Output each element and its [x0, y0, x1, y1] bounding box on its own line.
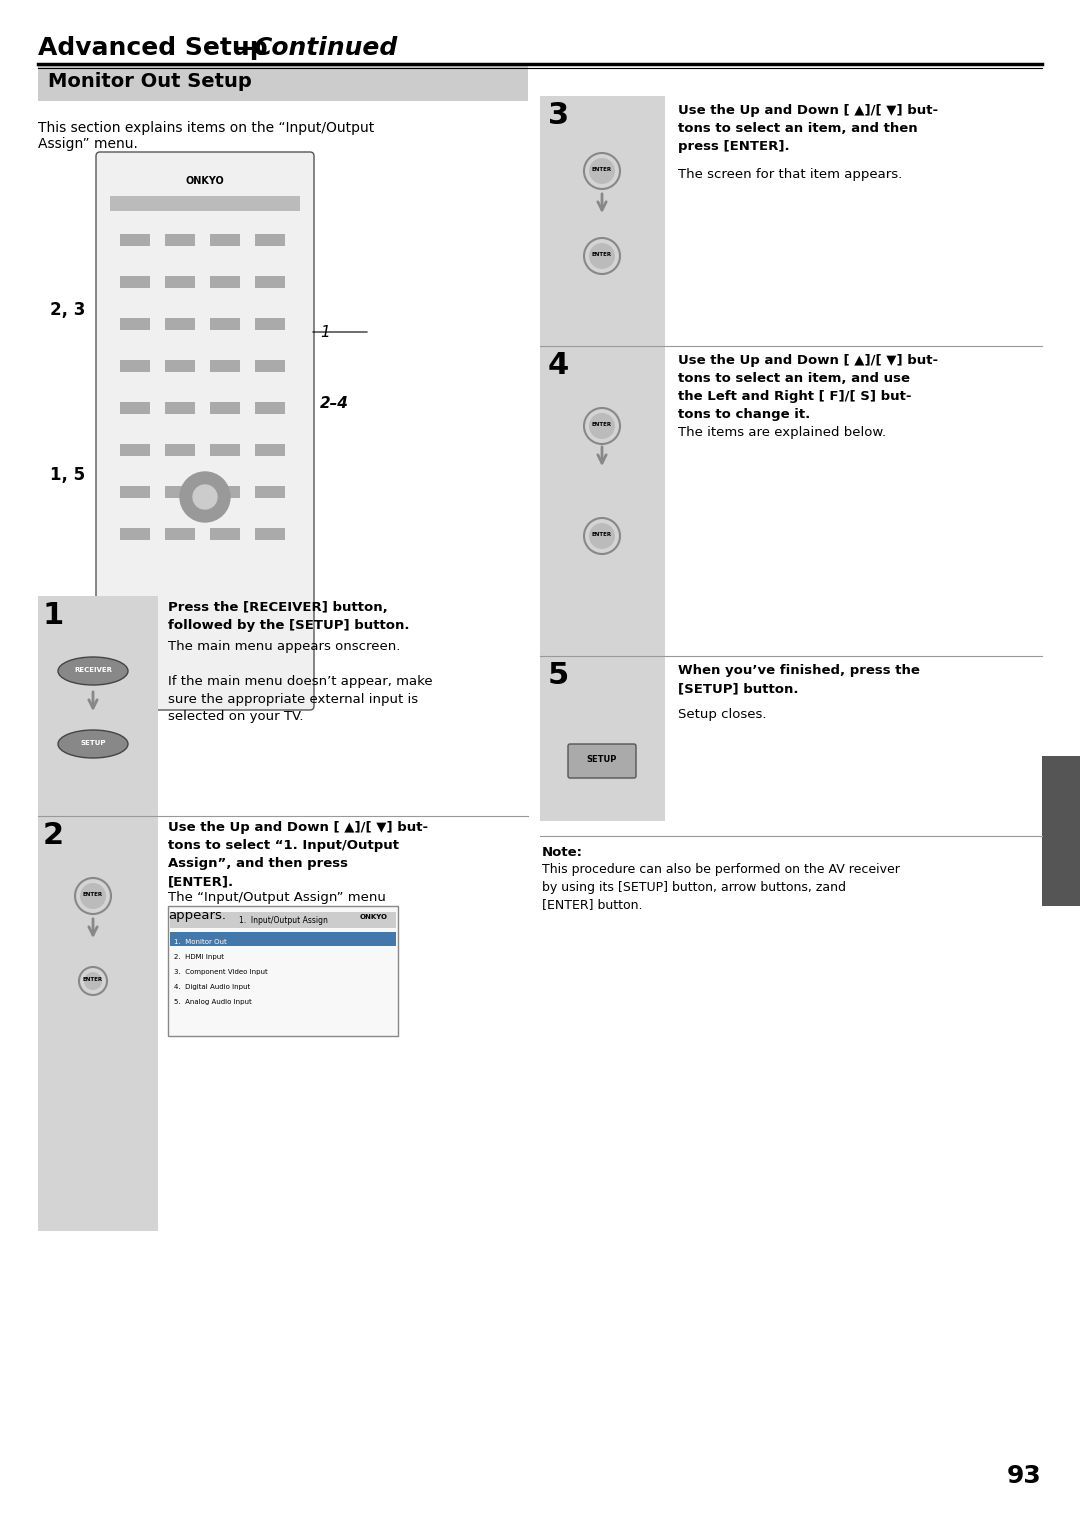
Circle shape [84, 972, 102, 990]
Bar [120, 485, 150, 497]
Circle shape [589, 523, 615, 549]
Bar [165, 233, 195, 246]
Bar [210, 233, 240, 246]
FancyBboxPatch shape [1042, 755, 1080, 906]
FancyBboxPatch shape [38, 66, 528, 101]
FancyBboxPatch shape [540, 346, 665, 656]
Text: ENTER: ENTER [83, 891, 103, 896]
Bar [165, 444, 195, 456]
FancyBboxPatch shape [568, 745, 636, 778]
Text: 2: 2 [43, 821, 64, 850]
Text: Continued: Continued [253, 37, 397, 60]
Text: 2–4: 2–4 [320, 397, 349, 410]
Bar [255, 360, 285, 372]
Bar [165, 360, 195, 372]
Bar [210, 360, 240, 372]
FancyBboxPatch shape [96, 153, 314, 710]
Text: When you’ve finished, press the
[SETUP] button.: When you’ve finished, press the [SETUP] … [678, 664, 920, 694]
Text: ENTER: ENTER [592, 531, 612, 537]
Text: Monitor Out Setup: Monitor Out Setup [48, 72, 252, 92]
Text: 1: 1 [320, 325, 329, 339]
Text: 1.  Input/Output Assign: 1. Input/Output Assign [239, 916, 327, 925]
Bar [120, 233, 150, 246]
Bar [255, 276, 285, 288]
Bar [255, 528, 285, 540]
Bar [210, 276, 240, 288]
Ellipse shape [58, 658, 129, 685]
Text: 1, 5: 1, 5 [50, 465, 85, 484]
Circle shape [589, 414, 615, 439]
Text: Use the Up and Down [ ▲]/[ ▼] but-
tons to select an item, and use
the Left and : Use the Up and Down [ ▲]/[ ▼] but- tons … [678, 354, 939, 421]
Text: SETUP: SETUP [586, 754, 617, 763]
Bar [255, 317, 285, 330]
Bar [165, 317, 195, 330]
Text: The “Input/Output Assign” menu
appears.: The “Input/Output Assign” menu appears. [168, 891, 386, 922]
Bar [120, 360, 150, 372]
Text: 5.  Analog Audio Input: 5. Analog Audio Input [174, 1000, 252, 1006]
Bar [165, 485, 195, 497]
Text: 3: 3 [548, 101, 569, 130]
Bar [165, 276, 195, 288]
Bar [120, 401, 150, 414]
Bar [120, 317, 150, 330]
Text: Press the [RECEIVER] button,
followed by the [SETUP] button.: Press the [RECEIVER] button, followed by… [168, 601, 409, 632]
Text: The screen for that item appears.: The screen for that item appears. [678, 168, 902, 182]
Text: Use the Up and Down [ ▲]/[ ▼] but-
tons to select an item, and then
press [ENTER: Use the Up and Down [ ▲]/[ ▼] but- tons … [678, 104, 939, 153]
Text: This section explains items on the “Input/Output
Assign” menu.: This section explains items on the “Inpu… [38, 121, 375, 151]
FancyBboxPatch shape [38, 597, 158, 816]
Text: ENTER: ENTER [592, 421, 612, 426]
Text: The items are explained below.: The items are explained below. [678, 426, 886, 439]
Bar [255, 485, 285, 497]
Bar [165, 401, 195, 414]
Text: ENTER: ENTER [592, 166, 612, 171]
Circle shape [589, 159, 615, 185]
Text: 5: 5 [548, 661, 569, 690]
Text: ONKYO: ONKYO [186, 175, 225, 186]
Text: ENTER: ENTER [592, 252, 612, 256]
Bar [110, 195, 300, 211]
Bar [255, 233, 285, 246]
Circle shape [80, 884, 106, 909]
Circle shape [180, 472, 230, 522]
Text: The main menu appears onscreen.

If the main menu doesn’t appear, make
sure the : The main menu appears onscreen. If the m… [168, 639, 433, 723]
Bar [210, 317, 240, 330]
Text: Setup closes.: Setup closes. [678, 708, 767, 720]
Text: This procedure can also be performed on the AV receiver
by using its [SETUP] but: This procedure can also be performed on … [542, 864, 900, 911]
Bar [120, 528, 150, 540]
Text: 1: 1 [43, 601, 64, 630]
Text: —: — [233, 37, 258, 60]
FancyBboxPatch shape [170, 932, 396, 946]
Text: SETUP: SETUP [80, 740, 106, 746]
Text: 4.  Digital Audio Input: 4. Digital Audio Input [174, 984, 251, 990]
FancyBboxPatch shape [38, 816, 158, 1231]
Text: Advanced Setup: Advanced Setup [38, 37, 268, 60]
Text: 3.  Component Video Input: 3. Component Video Input [174, 969, 268, 975]
Text: 1.  Monitor Out: 1. Monitor Out [174, 938, 227, 945]
Ellipse shape [58, 729, 129, 758]
FancyBboxPatch shape [168, 906, 399, 1036]
FancyBboxPatch shape [540, 96, 665, 346]
Bar [210, 485, 240, 497]
Text: Use the Up and Down [ ▲]/[ ▼] but-
tons to select “1. Input/Output
Assign”, and : Use the Up and Down [ ▲]/[ ▼] but- tons … [168, 821, 428, 888]
Bar [210, 444, 240, 456]
FancyBboxPatch shape [170, 913, 396, 928]
Circle shape [589, 243, 615, 269]
Bar [255, 401, 285, 414]
Bar [165, 528, 195, 540]
Text: ONKYO: ONKYO [360, 914, 388, 920]
Bar [255, 444, 285, 456]
Text: ENTER: ENTER [83, 977, 103, 981]
Text: 93: 93 [1008, 1463, 1042, 1488]
Text: Note:: Note: [542, 845, 583, 859]
Text: RECEIVER: RECEIVER [75, 667, 112, 673]
Bar [120, 444, 150, 456]
Bar [210, 401, 240, 414]
Text: 2, 3: 2, 3 [50, 301, 85, 319]
Circle shape [193, 485, 217, 510]
Bar [210, 528, 240, 540]
FancyBboxPatch shape [540, 656, 665, 821]
Text: 4: 4 [548, 351, 569, 380]
Text: 2.  HDMI Input: 2. HDMI Input [174, 954, 224, 960]
Bar [120, 276, 150, 288]
